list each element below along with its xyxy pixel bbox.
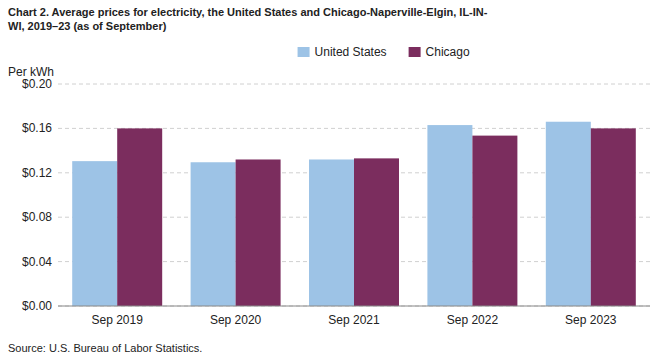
source-note: Source: U.S. Bureau of Labor Statistics. (8, 342, 202, 354)
title-line: WI, 2019–23 (as of September) (8, 20, 167, 32)
y-tick-label: $0.12 (22, 166, 52, 180)
chart-container: Chart 2. Average prices for electricity,… (0, 0, 661, 360)
x-tick-label: Sep 2019 (92, 313, 144, 327)
grid-line (58, 84, 650, 85)
legend-label: Chicago (426, 45, 470, 59)
y-tick-label: $0.16 (22, 121, 52, 135)
bar (546, 122, 591, 306)
legend-swatch (298, 47, 310, 57)
title: Chart 2. Average prices for electricity,… (8, 6, 488, 32)
bar (117, 128, 162, 306)
grid (58, 84, 650, 306)
legend-item: Chicago (409, 45, 470, 59)
y-tick-label: $0.20 (22, 77, 52, 91)
y-tick-label: $0.04 (22, 255, 52, 269)
bar (309, 159, 354, 306)
bar (472, 136, 517, 306)
bar (427, 125, 472, 306)
chart-svg: Chart 2. Average prices for electricity,… (0, 0, 661, 360)
grid-line (58, 306, 650, 307)
bar (236, 159, 281, 306)
bar (354, 158, 399, 306)
legend-label: United States (315, 45, 387, 59)
x-axis-line (58, 306, 650, 307)
x-tick-label: Sep 2023 (565, 313, 617, 327)
bar (591, 128, 636, 306)
y-tick-label: $0.00 (22, 299, 52, 313)
bar (191, 162, 236, 306)
legend-item: United States (298, 45, 387, 59)
y-tick-label: $0.08 (22, 210, 52, 224)
x-tick-label: Sep 2020 (210, 313, 262, 327)
title-line: Chart 2. Average prices for electricity,… (8, 6, 488, 18)
x-tick-label: Sep 2022 (447, 313, 499, 327)
legend: United States Chicago (298, 45, 470, 59)
bars (72, 122, 636, 306)
legend-swatch (409, 47, 421, 57)
x-tick-label: Sep 2021 (328, 313, 380, 327)
bar (72, 161, 117, 306)
